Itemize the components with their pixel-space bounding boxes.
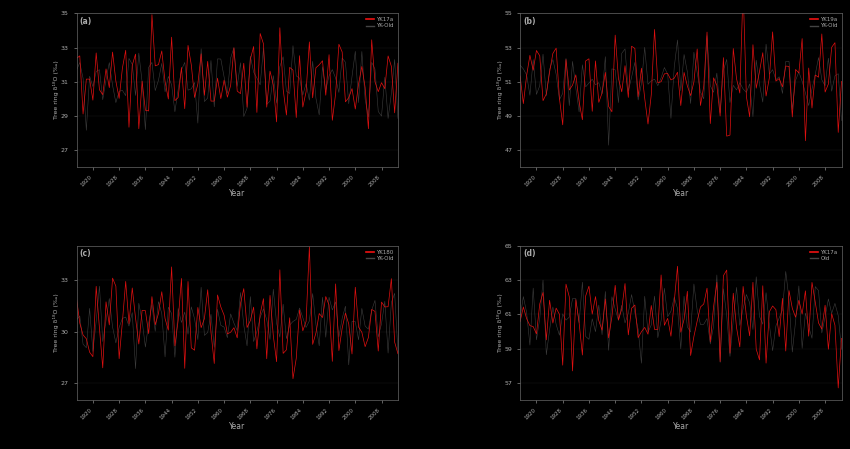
Legend: YK17a, YK-Old: YK17a, YK-Old	[365, 16, 395, 30]
Legend: YK180, YK-Old: YK180, YK-Old	[365, 249, 395, 263]
Text: (b): (b)	[524, 17, 536, 26]
Legend: YK17a, Old: YK17a, Old	[808, 249, 839, 263]
Legend: YK19a, YK-Old: YK19a, YK-Old	[808, 16, 839, 30]
Y-axis label: Tree ring δ¹⁸O (‰): Tree ring δ¹⁸O (‰)	[497, 294, 503, 352]
X-axis label: Year: Year	[230, 189, 246, 198]
X-axis label: Year: Year	[672, 422, 688, 431]
Y-axis label: Tree ring δ¹⁸O (‰): Tree ring δ¹⁸O (‰)	[54, 61, 60, 119]
Y-axis label: Tree ring δ¹⁸O (‰): Tree ring δ¹⁸O (‰)	[497, 61, 503, 119]
Y-axis label: Tree ring δ¹⁸O (‰): Tree ring δ¹⁸O (‰)	[54, 294, 60, 352]
X-axis label: Year: Year	[230, 422, 246, 431]
Text: (c): (c)	[80, 250, 91, 259]
Text: (a): (a)	[80, 17, 92, 26]
X-axis label: Year: Year	[672, 189, 688, 198]
Text: (d): (d)	[524, 250, 536, 259]
